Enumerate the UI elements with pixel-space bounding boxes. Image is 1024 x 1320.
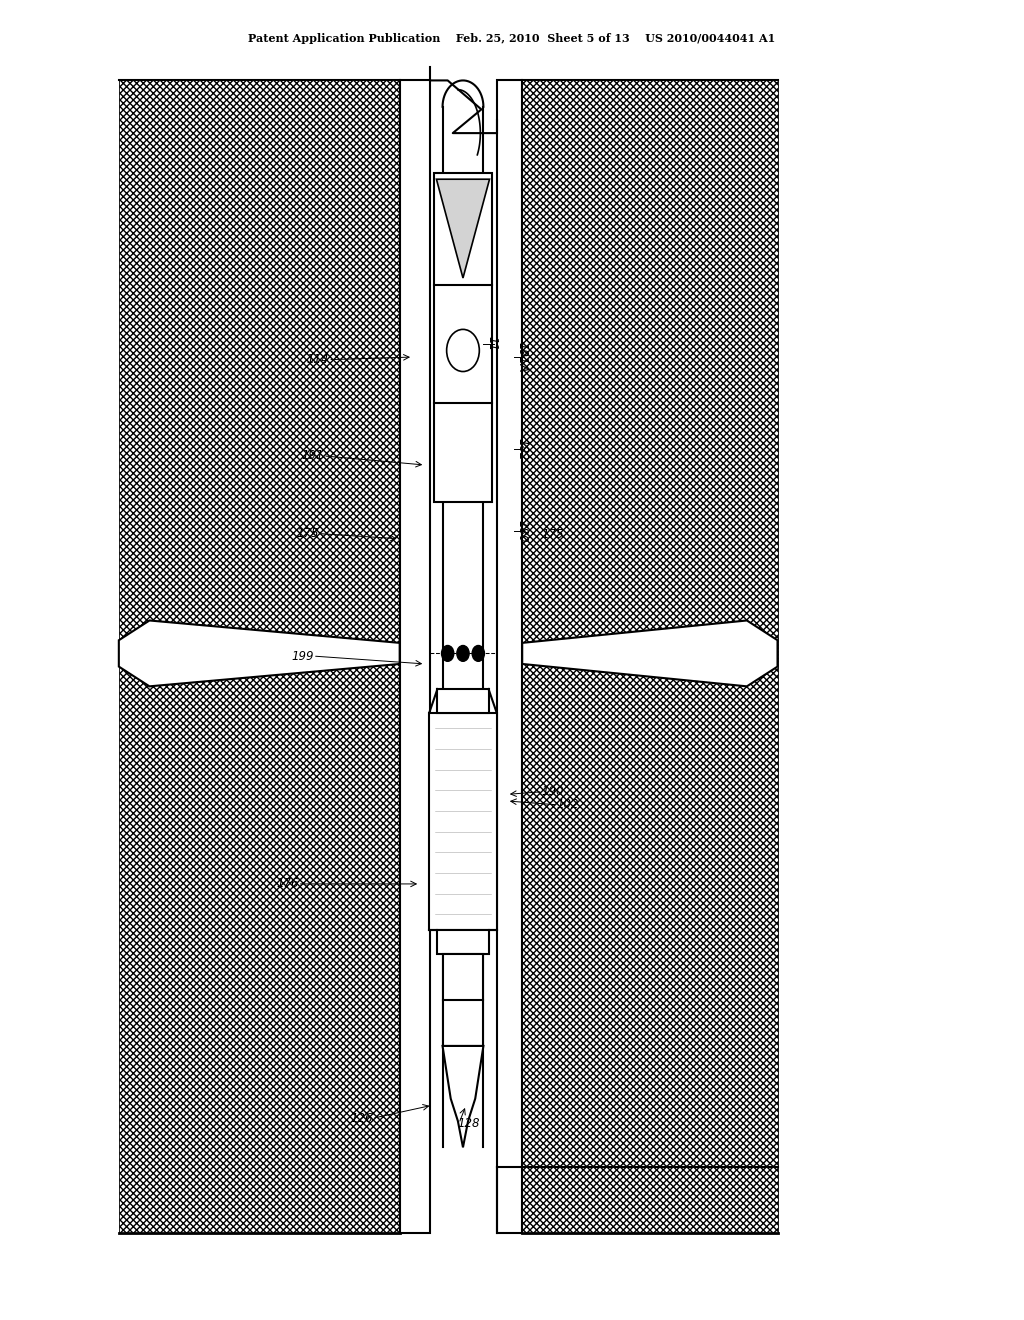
- Bar: [434, 173, 492, 502]
- Text: 114: 114: [307, 354, 330, 366]
- Text: FIG. 4B: FIG. 4B: [672, 649, 761, 671]
- Text: 102: 102: [557, 799, 580, 812]
- Polygon shape: [442, 1045, 483, 1147]
- Text: 180: 180: [516, 520, 528, 543]
- Polygon shape: [522, 620, 777, 686]
- Polygon shape: [436, 180, 489, 279]
- Text: 191: 191: [302, 449, 325, 462]
- Polygon shape: [119, 620, 399, 686]
- Bar: [442, 954, 483, 1045]
- Text: 126: 126: [350, 1111, 373, 1125]
- Text: 11: 11: [485, 337, 498, 351]
- Text: 199: 199: [292, 649, 314, 663]
- Circle shape: [446, 330, 479, 371]
- Bar: [399, 81, 430, 1233]
- Circle shape: [441, 645, 454, 661]
- Bar: [437, 931, 488, 954]
- Text: 128: 128: [458, 1117, 480, 1130]
- Text: 190: 190: [542, 785, 564, 799]
- Text: Patent Application Publication    Feb. 25, 2010  Sheet 5 of 13    US 2010/004404: Patent Application Publication Feb. 25, …: [249, 33, 775, 44]
- Text: 176: 176: [276, 878, 299, 891]
- Text: 182: 182: [516, 438, 528, 461]
- Bar: [119, 81, 399, 1233]
- Circle shape: [472, 645, 484, 661]
- Bar: [522, 81, 777, 1233]
- Text: 175: 175: [297, 527, 319, 540]
- Circle shape: [457, 645, 469, 661]
- Text: 191A: 191A: [516, 342, 528, 372]
- Bar: [437, 689, 488, 713]
- Bar: [442, 107, 483, 1147]
- Text: 175: 175: [542, 528, 564, 541]
- Bar: [429, 713, 497, 931]
- Bar: [497, 81, 522, 1233]
